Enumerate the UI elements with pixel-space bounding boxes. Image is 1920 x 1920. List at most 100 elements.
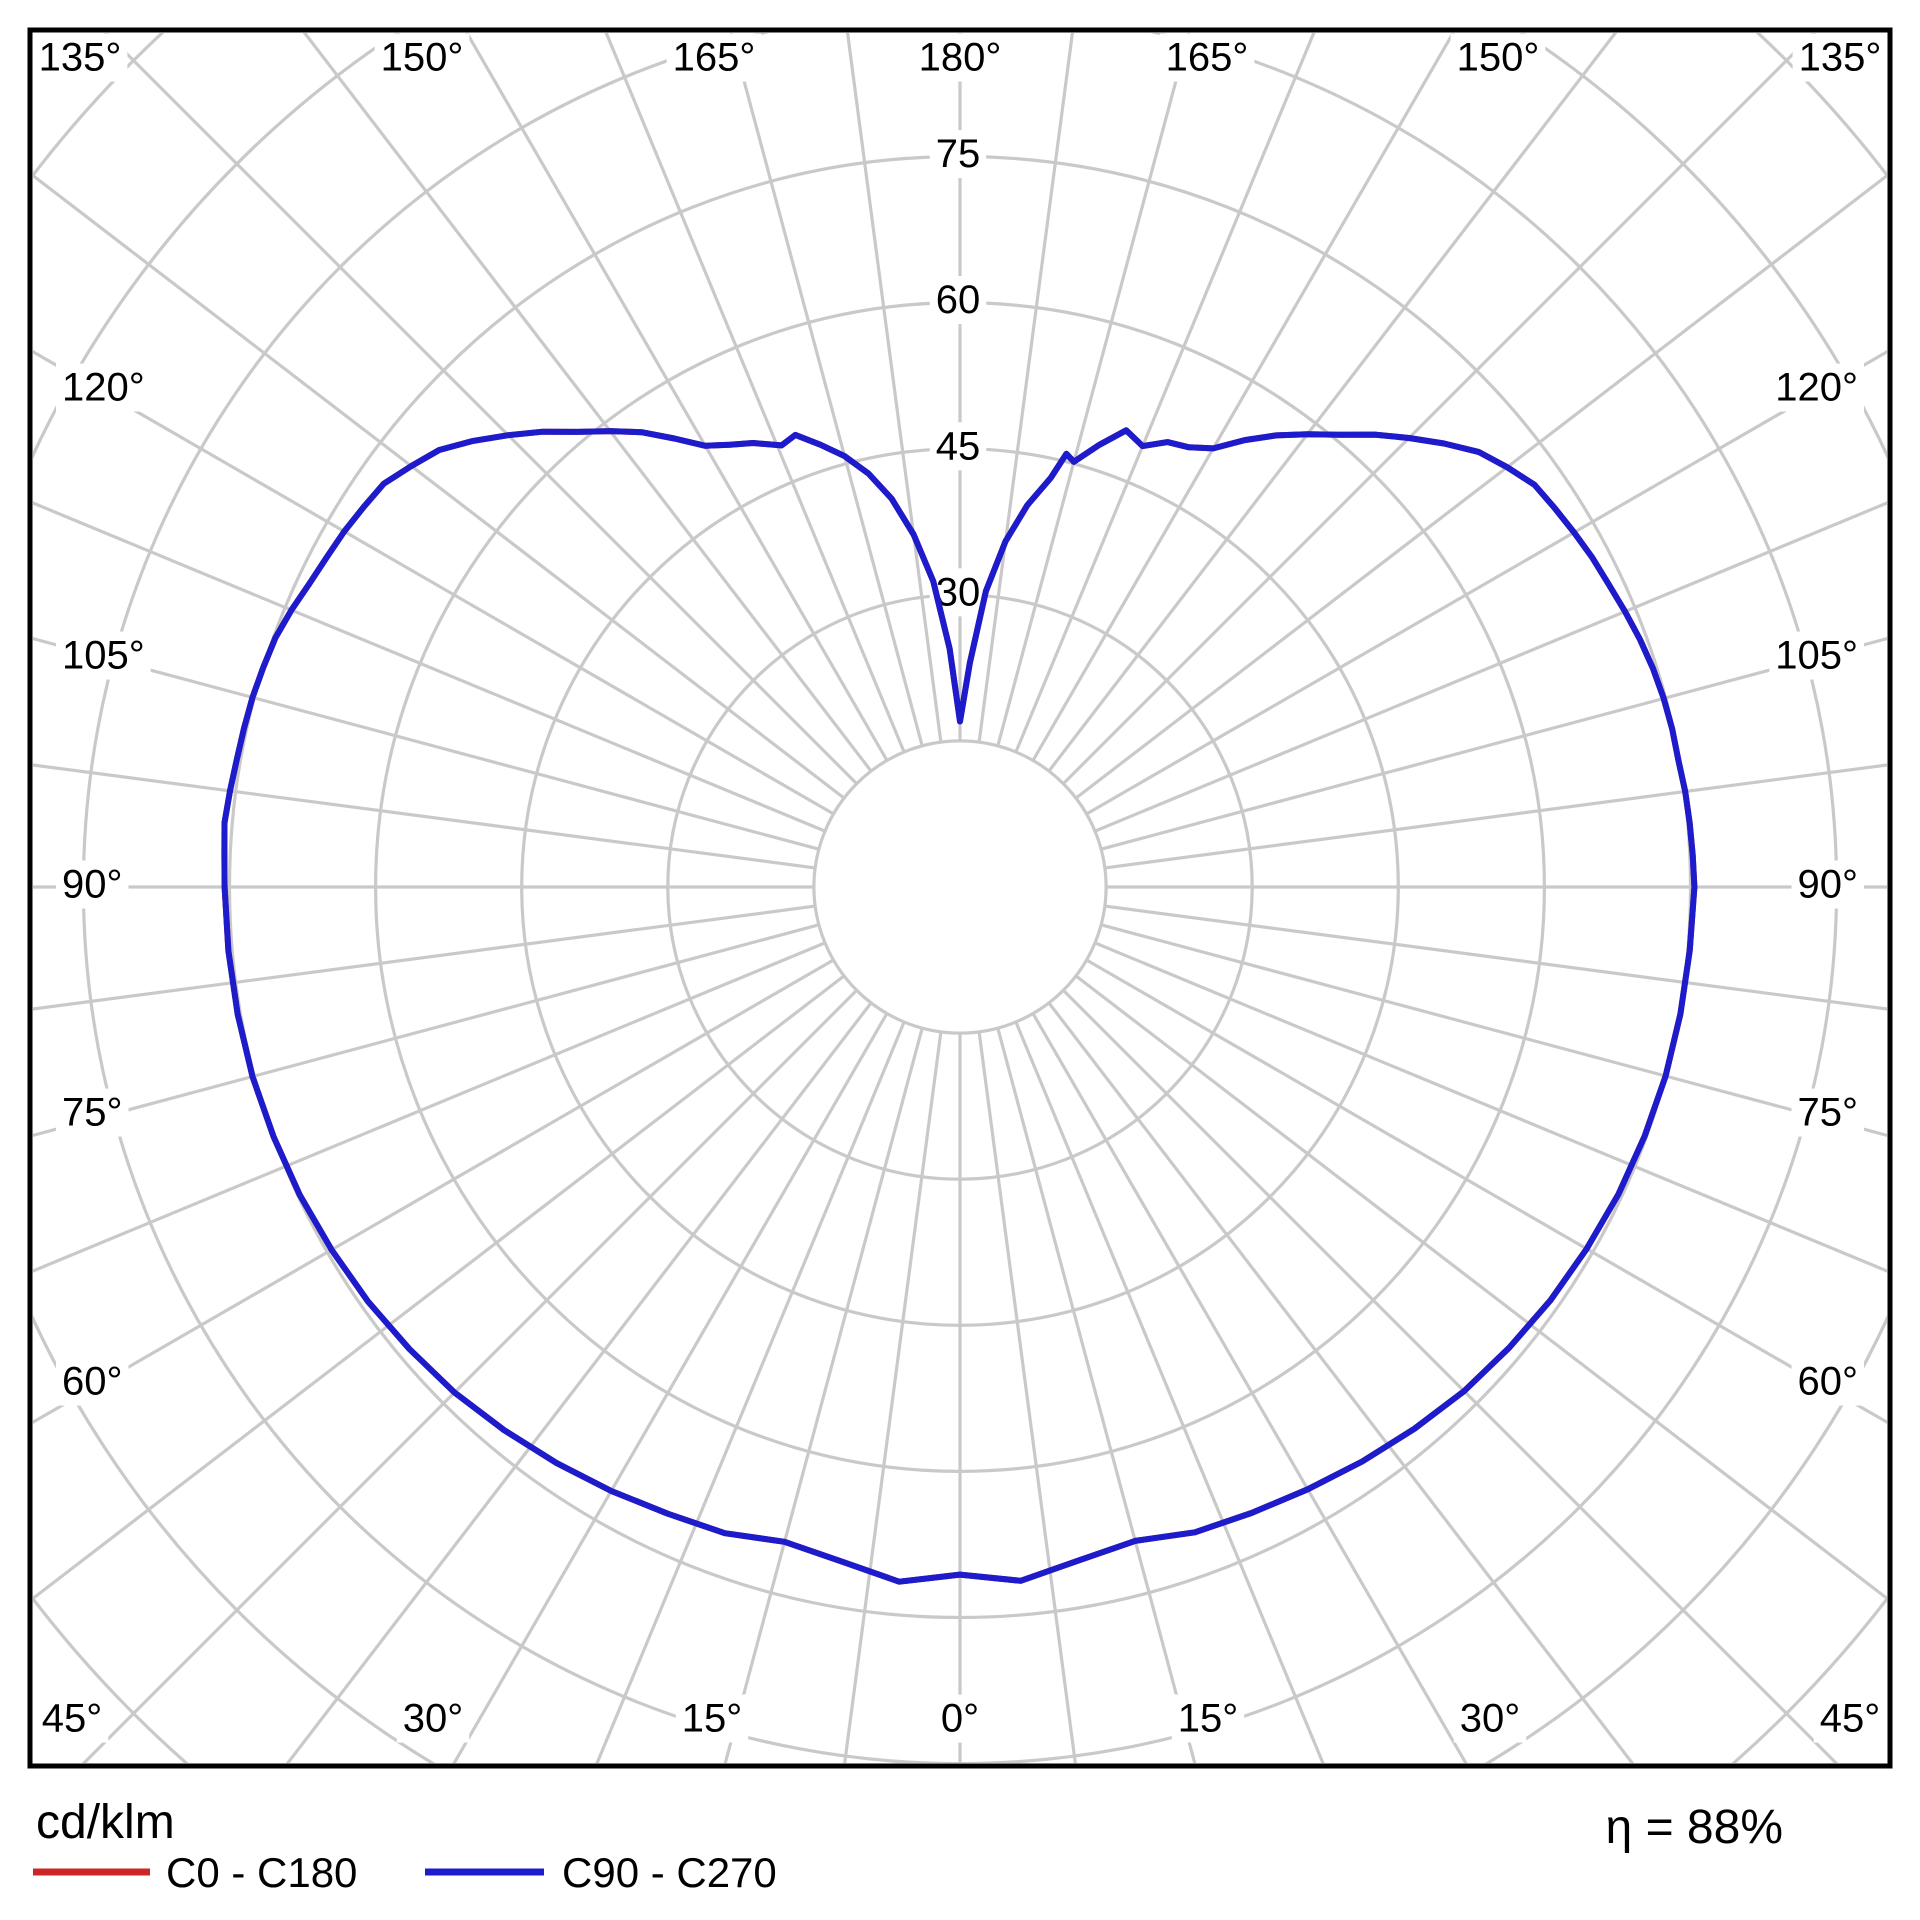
angle-label-top: 150° xyxy=(1457,36,1540,80)
legend-item-c90: C90 - C270 xyxy=(425,1849,777,1896)
angle-label-right: 105° xyxy=(1775,634,1858,678)
legend: C0 - C180 C90 - C270 xyxy=(33,1849,777,1896)
angle-label-bottom: 30° xyxy=(403,1697,464,1741)
angle-label-bottom: 45° xyxy=(42,1697,103,1741)
grid-spoke xyxy=(1104,904,1887,1011)
label-mask xyxy=(32,33,128,82)
label-mask xyxy=(934,1694,986,1743)
plot-frame-border xyxy=(27,27,1893,1769)
label-mask xyxy=(56,1088,129,1137)
label-mask xyxy=(1171,1694,1245,1743)
label-mask xyxy=(374,33,470,82)
angle-label-top: 165° xyxy=(673,36,756,80)
label-mask xyxy=(675,1694,749,1743)
label-mask xyxy=(35,1694,109,1743)
angle-label-left: 60° xyxy=(62,1360,123,1404)
grid-spoke xyxy=(1062,989,1839,1763)
radial-tick-label: 45 xyxy=(936,424,981,468)
grid-spoke xyxy=(996,33,1191,747)
grid-spoke xyxy=(33,636,820,851)
grid-spoke xyxy=(1047,33,1618,773)
grid-spoke xyxy=(1085,958,1887,1425)
label-mask xyxy=(1791,1088,1864,1137)
label-mask xyxy=(929,422,987,471)
label-mask xyxy=(396,1694,470,1743)
angle-label-left: 105° xyxy=(62,634,145,678)
label-mask xyxy=(1450,33,1546,82)
label-mask xyxy=(1159,33,1255,82)
angle-label-right: 120° xyxy=(1775,366,1858,410)
grid-spoke xyxy=(1104,763,1887,870)
grid-spoke xyxy=(285,1001,873,1763)
grid-spoke xyxy=(465,33,889,762)
angle-label-right: 90° xyxy=(1798,863,1859,907)
radial-tick-label: 75 xyxy=(936,132,981,176)
label-mask xyxy=(1769,631,1864,680)
intensity-curves xyxy=(221,427,1698,1585)
grid-spoke xyxy=(723,1027,924,1763)
label-mask xyxy=(929,130,987,179)
grid-spoke xyxy=(1074,173,1887,800)
grid-spoke xyxy=(302,33,873,773)
legend-label-c90: C90 - C270 xyxy=(562,1849,777,1896)
grid-spoke xyxy=(33,923,820,1138)
angle-label-top: 135° xyxy=(1799,36,1882,80)
grid-spoke xyxy=(33,974,846,1601)
angle-label-left: 90° xyxy=(62,863,123,907)
grid-spoke xyxy=(1100,636,1887,851)
label-mask xyxy=(56,363,151,412)
grid-spoke xyxy=(33,501,826,833)
label-mask xyxy=(1792,33,1888,82)
grid-spoke xyxy=(1074,974,1887,1601)
units-label: cd/klm xyxy=(36,1796,175,1849)
grid-spoke xyxy=(1014,33,1316,753)
angle-label-bottom: 0° xyxy=(941,1697,979,1741)
label-mask xyxy=(56,1357,129,1406)
grid-spoke xyxy=(1031,33,1455,762)
angle-label-left: 120° xyxy=(62,366,145,410)
label-mask xyxy=(1813,1694,1887,1743)
grid-spoke xyxy=(33,904,816,1011)
grid-spoke xyxy=(977,33,1075,743)
angle-label-top: 135° xyxy=(39,36,122,80)
grid-spoke xyxy=(595,1021,906,1763)
angle-label-bottom: 15° xyxy=(1178,1697,1239,1741)
grid-spoke xyxy=(33,173,846,800)
grid-spoke xyxy=(1085,349,1887,816)
grid-spoke xyxy=(33,763,816,870)
label-mask xyxy=(1769,363,1864,412)
angle-axis-labels: 135° 150° 165° 180° 165° 150° 135° 120° 105° 90° 7… xyxy=(32,33,1888,1743)
label-mask xyxy=(1791,1357,1864,1406)
angle-label-bottom: 30° xyxy=(1460,1697,1521,1741)
label-mask xyxy=(56,860,129,909)
grid-spoke xyxy=(1094,941,1887,1273)
angle-label-bottom: 45° xyxy=(1820,1697,1881,1741)
label-mask xyxy=(56,631,151,680)
angle-label-right: 75° xyxy=(1798,1091,1859,1135)
radial-tick-label: 60 xyxy=(936,278,981,322)
grid-spoke xyxy=(452,1012,889,1763)
label-mask xyxy=(929,276,987,325)
grid-spoke xyxy=(977,1031,1077,1763)
grid-spoke xyxy=(1031,1012,1468,1763)
grid-spoke xyxy=(1100,923,1887,1138)
efficiency-value: η = 88% xyxy=(1606,1801,1783,1854)
grid-spoke xyxy=(33,941,826,1273)
radial-axis-labels: 30 45 60 75 xyxy=(929,130,987,617)
grid-spoke xyxy=(843,1031,943,1763)
angle-label-bottom: 15° xyxy=(682,1697,743,1741)
grid-spoke xyxy=(81,989,858,1763)
legend-item-c0: C0 - C180 xyxy=(33,1849,357,1896)
grid-spoke xyxy=(33,958,835,1425)
grid-spoke xyxy=(1014,1021,1325,1763)
legend-label-c0: C0 - C180 xyxy=(166,1849,357,1896)
angle-label-top: 180° xyxy=(919,36,1002,80)
grid-spoke xyxy=(996,1027,1197,1763)
label-mask xyxy=(1453,1694,1527,1743)
angle-label-top: 150° xyxy=(381,36,464,80)
grid-spoke xyxy=(1094,501,1887,833)
grid-spoke xyxy=(729,33,924,747)
curve-c90-c270 xyxy=(221,427,1698,1585)
